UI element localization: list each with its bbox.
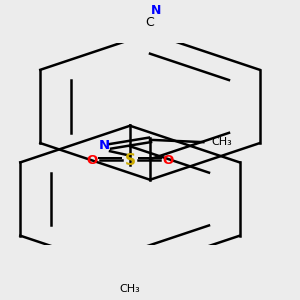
Text: C: C bbox=[146, 16, 154, 29]
Text: N: N bbox=[98, 139, 110, 152]
Text: CH₃: CH₃ bbox=[212, 137, 232, 147]
Text: CH₃: CH₃ bbox=[120, 284, 140, 295]
Text: O: O bbox=[163, 154, 174, 167]
Text: N: N bbox=[151, 4, 161, 17]
Text: O: O bbox=[86, 154, 97, 167]
Text: S: S bbox=[124, 153, 136, 168]
